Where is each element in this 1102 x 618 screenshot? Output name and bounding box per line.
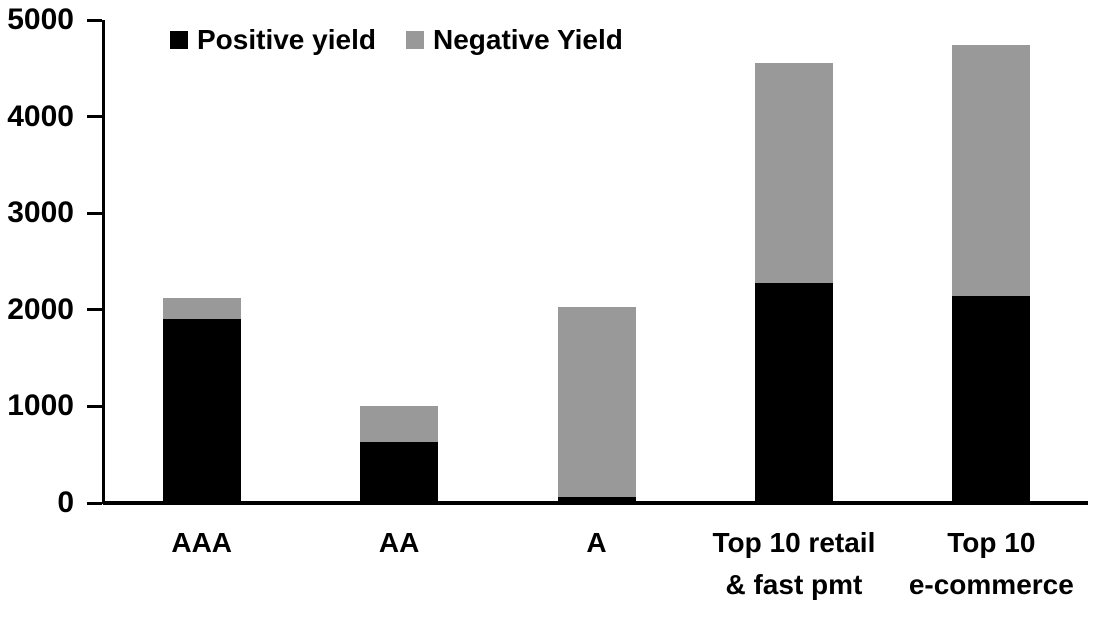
- y-axis-tick-mark: [87, 18, 102, 22]
- legend-label-negative-yield: Negative Yield: [432, 24, 623, 55]
- x-axis-category-label: Top 10 retail & fast pmt: [712, 527, 876, 600]
- y-axis-tick-mark: [87, 501, 102, 505]
- bar-segment-positive: [952, 296, 1031, 503]
- bar-segment-negative: [162, 298, 241, 320]
- legend: Positive yield Negative Yield: [170, 22, 623, 58]
- bar-segment-negative: [557, 306, 636, 498]
- y-axis-line: [102, 20, 105, 504]
- bar-segment-positive: [754, 282, 833, 503]
- y-axis-tick-label: 5000: [7, 3, 74, 36]
- x-axis-line: [103, 501, 1088, 505]
- legend-item-positive-yield: Positive yield: [170, 22, 376, 58]
- legend-item-negative-yield: Negative Yield: [405, 22, 623, 58]
- bar-slot: [498, 20, 695, 503]
- bar-slot: [695, 20, 892, 503]
- negative-yield-swatch-icon: [405, 31, 424, 49]
- y-axis-tick-label: 2000: [7, 292, 74, 326]
- bar-segment-positive: [162, 319, 241, 503]
- y-axis-tick-mark: [87, 308, 102, 312]
- bar-segment-negative: [754, 63, 833, 283]
- y-axis-tick-label: 0: [57, 486, 74, 519]
- y-axis-tick-mark: [87, 115, 102, 119]
- y-axis-tick-label: 1000: [7, 389, 74, 423]
- y-axis-tick-mark: [87, 404, 102, 408]
- y-axis-tick-label: 3000: [7, 196, 74, 230]
- bar-segment-negative: [952, 45, 1031, 297]
- positive-yield-swatch-icon: [170, 31, 188, 49]
- bar-slot: [103, 20, 300, 503]
- bar-segment-negative: [360, 406, 439, 443]
- bar-slot: [893, 20, 1090, 503]
- x-axis-category-label: Top 10 e-commerce: [908, 527, 1074, 600]
- plot-area: [103, 20, 1090, 503]
- x-axis-category-label: AAA: [171, 527, 233, 558]
- x-axis-category-label: AA: [378, 527, 420, 558]
- stacked-bar: [360, 406, 439, 503]
- bar-segment-positive: [557, 497, 636, 503]
- x-axis-category-label: A: [586, 527, 607, 558]
- stacked-bar: [754, 63, 833, 503]
- stacked-bar: [162, 298, 241, 503]
- y-axis-tick-mark: [87, 211, 102, 215]
- legend-label-positive-yield: Positive yield: [197, 24, 376, 55]
- stacked-bar: [557, 306, 636, 503]
- bar-segment-positive: [360, 442, 439, 503]
- bar-slot: [300, 20, 497, 503]
- y-axis-tick-label: 4000: [7, 99, 74, 133]
- stacked-bar: [952, 45, 1031, 503]
- x-axis-category-labels: AAA AA A Top 10 retail & fast pmt Top 10 e-c…: [103, 522, 1090, 606]
